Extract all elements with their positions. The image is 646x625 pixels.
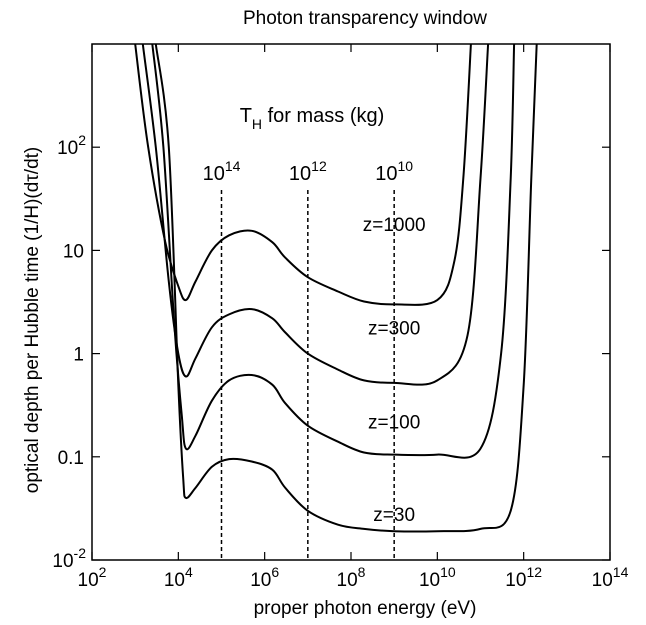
annotations: TH for mass (kg) 1014 1012 1010 <box>203 105 413 560</box>
chart-title: Photon transparency window <box>243 8 487 29</box>
x-tick-label: 106 <box>250 564 279 591</box>
mass-line-label: 1014 <box>203 158 241 185</box>
y-tick-label: 10 <box>63 241 84 262</box>
x-axis-label: proper photon energy (eV) <box>254 598 477 619</box>
y-tick-label: 1 <box>73 345 84 366</box>
x-tick-label: 104 <box>164 564 193 591</box>
x-tick-label: 108 <box>337 564 366 591</box>
y-axis-label: optical depth per Hubble time (1/H)(dτ/d… <box>22 147 43 494</box>
y-tick-label: 102 <box>57 132 86 159</box>
x-tick-label: 1012 <box>505 564 542 591</box>
mass-line-label: 1010 <box>375 158 413 185</box>
x-tick-label: 1014 <box>592 564 629 591</box>
x-tick-label: 102 <box>78 564 107 591</box>
mass-line-label: 1012 <box>289 158 327 185</box>
axis-ticks: 102 104 106 108 1010 1012 1014 10-2 0.1 1 10 102 <box>52 44 629 591</box>
series-curve <box>154 44 538 533</box>
y-tick-label: 0.1 <box>58 448 84 469</box>
th-heading: TH for mass (kg) <box>240 105 385 132</box>
series-label: z=300 <box>368 318 420 339</box>
y-tick-label: 10-2 <box>52 545 86 572</box>
x-tick-label: 1010 <box>419 564 456 591</box>
series-curve <box>141 44 490 386</box>
